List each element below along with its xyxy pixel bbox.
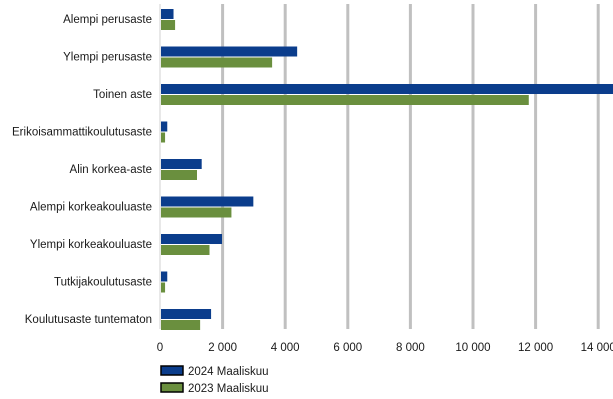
label-layer: 0 2 000 4 000 6 000 8 000 10 000 12 000 14 000 A… bbox=[12, 14, 613, 354]
category-label: Tutkijakoulutusaste bbox=[54, 277, 152, 289]
x-tick-label: 10 000 bbox=[455, 342, 490, 354]
category-label: Koulutusaste tuntematon bbox=[25, 314, 152, 326]
category-label: Ylempi perusaste bbox=[63, 52, 152, 64]
bar bbox=[161, 245, 210, 255]
x-tick-label: 12 000 bbox=[518, 342, 553, 354]
x-tick-label: 8 000 bbox=[396, 342, 425, 354]
category-label: Alempi perusaste bbox=[63, 14, 152, 26]
bar bbox=[161, 46, 298, 57]
legend-label: 2024 Maaliskuu bbox=[188, 366, 269, 378]
bar bbox=[161, 196, 254, 207]
legend-swatch bbox=[160, 382, 184, 393]
bar bbox=[161, 121, 168, 132]
category-label: Ylempi korkeakouluaste bbox=[30, 239, 152, 251]
category-label: Alempi korkeakouluaste bbox=[30, 202, 152, 214]
bar bbox=[161, 132, 166, 143]
x-tick-label: 14 000 bbox=[581, 342, 613, 354]
x-tick-label: 6 000 bbox=[333, 342, 362, 354]
bar bbox=[161, 84, 613, 94]
bar-layer bbox=[161, 9, 613, 330]
bar bbox=[161, 95, 529, 105]
bar bbox=[161, 9, 174, 19]
x-tick-label: 4 000 bbox=[271, 342, 300, 354]
legend-label: 2023 Maaliskuu bbox=[188, 383, 269, 395]
bar bbox=[161, 282, 166, 293]
bar bbox=[161, 57, 273, 68]
legend-swatch bbox=[160, 365, 184, 376]
grid-layer bbox=[221, 4, 600, 329]
x-tick-label: 0 bbox=[157, 342, 163, 354]
bar bbox=[161, 309, 212, 319]
bar bbox=[161, 207, 232, 218]
bar bbox=[161, 271, 168, 282]
legend: 2024 Maaliskuu 2023 Maaliskuu bbox=[160, 365, 269, 395]
bar bbox=[161, 170, 197, 180]
bar bbox=[161, 20, 176, 30]
bar bbox=[161, 159, 202, 169]
category-label: Alin korkea-aste bbox=[70, 164, 152, 176]
x-tick-label: 2 000 bbox=[208, 342, 237, 354]
category-label: Erikoisammattikoulutusaste bbox=[12, 127, 152, 139]
bar bbox=[161, 234, 223, 244]
bar bbox=[161, 320, 201, 330]
category-label: Toinen aste bbox=[93, 89, 152, 101]
